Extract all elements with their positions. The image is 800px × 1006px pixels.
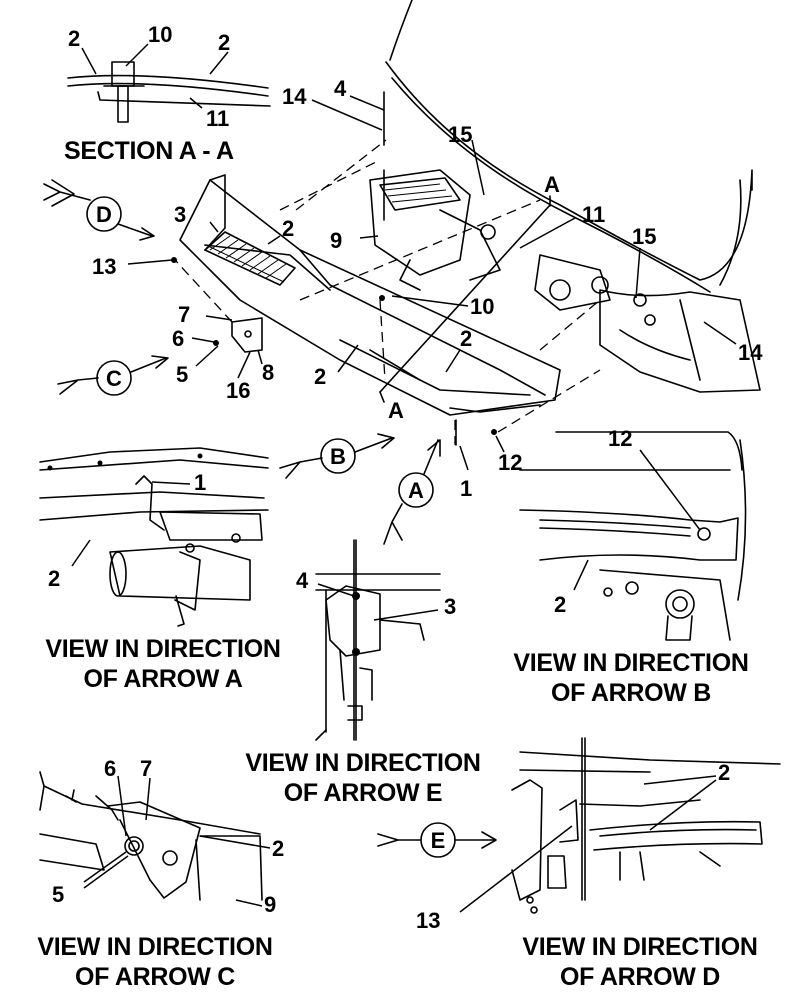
view-arrow-b-detail: 12 2 (519, 426, 747, 641)
callout-13: 13 (416, 908, 440, 933)
caption-line: OF ARROW E (283, 779, 443, 807)
svg-text:C: C (106, 366, 122, 391)
callout-6: 6 (172, 326, 184, 351)
view-arrow-a-detail: 1 2 (39, 447, 269, 627)
callout-4: 4 (334, 76, 347, 101)
direction-arrow-a: A (383, 439, 441, 545)
direction-arrow-b: B (279, 433, 395, 479)
caption-line: OF ARROW C (75, 963, 235, 991)
callout-4: 4 (296, 568, 309, 593)
callout-5: 5 (52, 882, 64, 907)
callout-16: 16 (226, 378, 250, 403)
callout-11: 11 (206, 106, 229, 131)
svg-text:D: D (96, 202, 112, 227)
view-e-caption: VIEW IN DIRECTION OF ARROW E (218, 748, 508, 808)
callout-2: 2 (718, 760, 730, 785)
callout-12: 12 (608, 426, 632, 451)
callout-1: 1 (460, 476, 472, 501)
view-a-caption: VIEW IN DIRECTION OF ARROW A (18, 634, 308, 694)
view-arrow-e-detail: 4 3 (296, 539, 456, 741)
callout-2: 2 (272, 836, 284, 861)
callout-12: 12 (498, 450, 522, 475)
svg-text:A: A (408, 478, 424, 503)
svg-text:E: E (431, 828, 446, 853)
callout-2: 2 (554, 592, 566, 617)
callout-2: 2 (314, 364, 326, 389)
callout-14: 14 (738, 340, 763, 365)
section-mark-a: A (388, 398, 404, 423)
view-arrow-d-detail: 2 13 (416, 737, 781, 933)
svg-text:B: B (330, 444, 346, 469)
callout-15: 15 (448, 122, 472, 147)
callout-9: 9 (264, 892, 276, 917)
caption-line: OF ARROW D (560, 963, 720, 991)
callout-7: 7 (178, 302, 190, 327)
main-exploded-view: 14 4 15 A 11 3 2 9 13 15 10 7 6 5 16 8 2… (92, 0, 763, 501)
view-d-caption: VIEW IN DIRECTION OF ARROW D (492, 932, 788, 992)
callout-10: 10 (148, 22, 172, 47)
caption-line: OF ARROW A (83, 665, 243, 693)
caption-line: OF ARROW B (551, 679, 711, 707)
callout-2: 2 (48, 566, 60, 591)
caption-line: VIEW IN DIRECTION (37, 933, 273, 961)
view-arrow-c-detail: 6 7 2 5 9 (39, 756, 284, 917)
callout-1: 1 (194, 470, 206, 495)
callout-10: 10 (470, 294, 494, 319)
callout-3: 3 (174, 202, 186, 227)
callout-2: 2 (218, 30, 230, 55)
caption-line: VIEW IN DIRECTION (522, 933, 758, 961)
view-c-caption: VIEW IN DIRECTION OF ARROW C (10, 932, 300, 992)
callout-13: 13 (92, 254, 116, 279)
view-b-caption: VIEW IN DIRECTION OF ARROW B (486, 648, 776, 708)
caption-line: VIEW IN DIRECTION (513, 649, 749, 677)
section-a-a-caption: SECTION A - A (64, 137, 234, 165)
callout-9: 9 (330, 228, 342, 253)
direction-arrow-e: E (377, 822, 497, 858)
callout-2: 2 (282, 216, 294, 241)
callout-8: 8 (262, 360, 274, 385)
caption-line: VIEW IN DIRECTION (45, 635, 281, 663)
callout-2: 2 (68, 26, 80, 51)
callout-6: 6 (104, 756, 116, 781)
callout-7: 7 (140, 756, 152, 781)
callout-14: 14 (282, 84, 307, 109)
callout-3: 3 (444, 594, 456, 619)
section-mark-a: A (544, 172, 560, 197)
callout-5: 5 (176, 362, 188, 387)
callout-2: 2 (460, 326, 472, 351)
direction-arrow-d: D (43, 179, 155, 241)
caption-line: VIEW IN DIRECTION (245, 749, 481, 777)
section-a-a-detail: 2 10 2 11 (67, 22, 271, 131)
callout-15: 15 (632, 224, 656, 249)
direction-arrow-c: C (57, 355, 169, 396)
callout-11: 11 (582, 202, 605, 227)
